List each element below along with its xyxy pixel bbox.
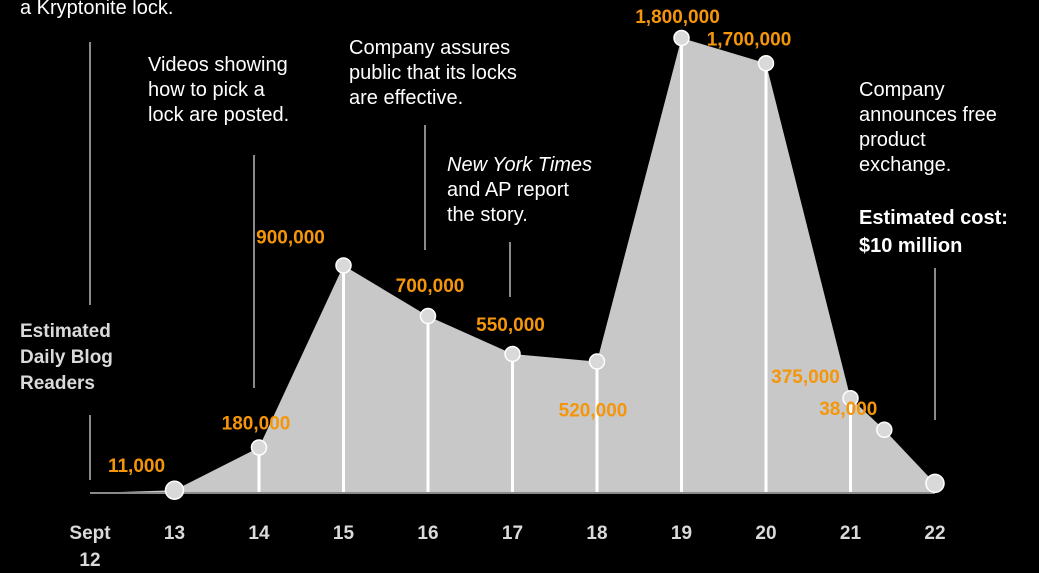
cost-line: $10 million bbox=[859, 235, 963, 257]
value-label: 700,000 bbox=[396, 276, 465, 297]
value-label: 180,000 bbox=[222, 414, 291, 435]
data-points bbox=[164, 29, 945, 500]
value-label: 900,000 bbox=[256, 228, 325, 249]
annotation-line: Videos showing bbox=[148, 54, 288, 76]
value-label: 550,000 bbox=[476, 315, 545, 336]
y-axis-label-line: Daily Blog bbox=[20, 347, 113, 368]
value-label: 375,000 bbox=[771, 367, 840, 388]
x-tick-label: Sept 12 bbox=[69, 523, 111, 571]
y-axis-label-line: Readers bbox=[20, 373, 95, 394]
data-point bbox=[876, 421, 893, 439]
annotation-line: and AP report bbox=[447, 179, 569, 201]
annotation-kryptonite: a Kryptonite lock. bbox=[20, 0, 173, 21]
cost-line: Estimated cost: bbox=[859, 207, 1008, 229]
x-tick-label-line: 16 bbox=[417, 523, 438, 544]
x-tick-label-line: 17 bbox=[502, 523, 523, 544]
x-tick-label: 17 bbox=[502, 523, 523, 544]
data-point bbox=[757, 55, 775, 72]
annotation-line: Company bbox=[859, 79, 945, 101]
drop-lines bbox=[173, 38, 852, 493]
annotation-nyt: New York Times and AP report the story. bbox=[447, 153, 592, 228]
x-tick-label: 22 bbox=[924, 523, 945, 544]
value-label: 520,000 bbox=[559, 401, 628, 422]
x-tick-label: 19 bbox=[671, 523, 692, 544]
value-label: 1,800,000 bbox=[635, 7, 720, 28]
data-point bbox=[419, 307, 437, 325]
x-tick-label: 16 bbox=[417, 523, 438, 544]
annotation-company-assures: Company assures public that its locks ar… bbox=[349, 36, 517, 111]
annotation-line: lock are posted. bbox=[148, 104, 290, 126]
data-point bbox=[250, 439, 268, 456]
x-tick-label: 20 bbox=[755, 523, 776, 544]
x-tick-label-line: 13 bbox=[164, 523, 185, 544]
x-tick-label-line: 18 bbox=[586, 523, 607, 544]
value-labels: 11,000 180,000 900,000 700,000 550,000 520,00… bbox=[108, 7, 877, 477]
annotation-line: are effective. bbox=[349, 87, 464, 109]
value-label: 1,700,000 bbox=[707, 29, 792, 50]
data-point bbox=[842, 389, 859, 407]
data-point bbox=[504, 345, 521, 363]
x-tick-label: 14 bbox=[248, 523, 270, 544]
annotation-line-italic: New York Times bbox=[447, 154, 593, 176]
x-tick-label-line: 22 bbox=[924, 523, 945, 544]
x-tick-label-line: 12 bbox=[79, 550, 100, 571]
readers-area bbox=[90, 38, 935, 493]
data-point bbox=[588, 353, 606, 370]
x-tick-label-line: 14 bbox=[248, 523, 270, 544]
x-tick-label-line: 21 bbox=[840, 523, 862, 544]
value-label: 11,000 bbox=[108, 456, 165, 477]
x-tick-label-line: Sept bbox=[69, 523, 111, 544]
y-axis-label-line: Estimated bbox=[20, 321, 111, 342]
x-tick-label-line: 20 bbox=[755, 523, 776, 544]
x-tick-label: 18 bbox=[586, 523, 607, 544]
data-point bbox=[335, 257, 352, 274]
x-tick-label-line: 19 bbox=[671, 523, 692, 544]
annotation-line: how to pick a bbox=[148, 79, 265, 101]
annotation-videos: Videos showing how to pick a lock are po… bbox=[148, 53, 289, 128]
data-point bbox=[164, 480, 185, 500]
data-point bbox=[925, 473, 945, 494]
x-tick-label-line: 15 bbox=[333, 523, 355, 544]
annotation-exchange: Company announces free product exchange. bbox=[859, 78, 997, 178]
y-axis-label: Estimated Daily Blog Readers bbox=[20, 319, 113, 397]
data-point bbox=[673, 29, 690, 47]
x-tick-label: 15 bbox=[333, 523, 355, 544]
x-tick-label: 13 bbox=[164, 523, 185, 544]
annotation-line: Company assures bbox=[349, 37, 511, 59]
annotation-estimated-cost: Estimated cost: $10 million bbox=[859, 204, 1008, 260]
annotation-line: product bbox=[859, 129, 926, 151]
annotation-line: a Kryptonite lock. bbox=[20, 0, 174, 19]
annotation-line: public that its locks bbox=[349, 62, 517, 84]
x-tick-labels: Sept 12 13 14 15 16 17 18 19 20 21 22 bbox=[69, 523, 945, 571]
annotation-line: the story. bbox=[447, 204, 528, 226]
annotation-line: announces free bbox=[859, 104, 997, 126]
annotation-leaders bbox=[89, 42, 936, 480]
annotation-line: exchange. bbox=[859, 154, 952, 176]
value-label: 38,000 bbox=[819, 399, 877, 420]
x-tick-label: 21 bbox=[840, 523, 862, 544]
